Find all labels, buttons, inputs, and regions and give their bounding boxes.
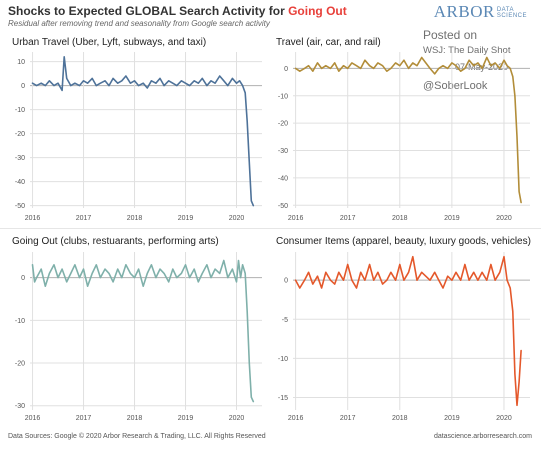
consumer-items-x-tick-label: 2016	[288, 415, 304, 422]
going-out-y-tick-label: -10	[15, 318, 25, 325]
travel-y-tick-label: -10	[278, 93, 288, 100]
urban-travel-y-tick-label: 0	[21, 83, 25, 90]
consumer-items-x-tick-label: 2017	[340, 415, 356, 422]
travel-y-tick-label: 0	[284, 66, 288, 73]
arbor-logo: ARBOR DATA SCIENCE	[434, 2, 527, 22]
panel-title-going-out: Going Out (clubs, restuarants, performin…	[12, 236, 219, 247]
urban-travel-x-tick-label: 2018	[127, 215, 143, 222]
chart-title-prefix: Shocks to Expected GLOBAL Search Activit…	[8, 4, 289, 18]
urban-travel-x-tick-label: 2020	[229, 215, 245, 222]
chart-subtitle: Residual after removing trend and season…	[8, 19, 270, 28]
travel-x-tick-label: 2019	[444, 215, 460, 222]
consumer-items-y-tick-label: -5	[282, 317, 288, 324]
panel-title-urban-travel: Urban Travel (Uber, Lyft, subways, and t…	[12, 37, 207, 48]
footer-source: Data Sources: Google © 2020 Arbor Resear…	[8, 433, 266, 440]
consumer-items-x-tick-label: 2020	[496, 415, 512, 422]
urban-travel-y-tick-label: -30	[15, 155, 25, 162]
going-out-y-tick-label: 0	[21, 275, 25, 282]
urban-travel-y-tick-label: -20	[15, 131, 25, 138]
travel-x-tick-label: 2018	[392, 215, 408, 222]
going-out-x-tick-label: 2017	[76, 415, 92, 422]
consumer-items-y-tick-label: -10	[278, 356, 288, 363]
travel-x-tick-label: 2016	[288, 215, 304, 222]
watermark-handle: @SoberLook	[423, 80, 488, 92]
urban-travel-x-tick-label: 2017	[76, 215, 92, 222]
consumer-items-series-line	[294, 255, 522, 407]
urban-travel-y-tick-label: -50	[15, 203, 25, 210]
consumer-items-y-tick-label: -15	[278, 395, 288, 402]
going-out-y-tick-label: -20	[15, 361, 25, 368]
logo-small-line1: DATA	[496, 7, 514, 14]
urban-travel-y-tick-label: -40	[15, 179, 25, 186]
urban-travel-x-tick-label: 2019	[178, 215, 194, 222]
watermark-posted-on: Posted on	[423, 28, 478, 42]
consumer-items-x-tick-label: 2019	[444, 415, 460, 422]
logo-small-line2: SCIENCE	[496, 13, 527, 20]
travel-y-tick-label: -50	[278, 203, 288, 210]
travel-y-tick-label: -20	[278, 121, 288, 128]
watermark-source: WSJ: The Daily Shot	[423, 45, 511, 56]
travel-series-line	[294, 56, 522, 204]
logo-main-text: ARBOR	[433, 2, 495, 21]
travel-x-tick-label: 2017	[340, 215, 356, 222]
going-out-series-line	[31, 259, 255, 403]
travel-y-tick-label: -30	[278, 148, 288, 155]
chart-title-highlight: Going Out	[288, 4, 347, 18]
urban-travel-y-tick-label: -10	[15, 107, 25, 114]
consumer-items-x-tick-label: 2018	[392, 415, 408, 422]
going-out-x-tick-label: 2016	[25, 415, 41, 422]
going-out-x-tick-label: 2019	[178, 415, 194, 422]
panel-divider	[0, 228, 541, 229]
travel-y-tick-label: -40	[278, 175, 288, 182]
logo-small-text: DATA SCIENCE	[497, 7, 527, 19]
going-out-x-tick-label: 2018	[127, 415, 143, 422]
going-out-x-tick-label: 2020	[229, 415, 245, 422]
going-out-y-tick-label: -30	[15, 403, 25, 410]
panel-title-travel: Travel (air, car, and rail)	[276, 37, 381, 48]
consumer-items-y-tick-label: 0	[284, 278, 288, 285]
urban-travel-y-tick-label: 10	[17, 59, 25, 66]
urban-travel-x-tick-label: 2016	[25, 215, 41, 222]
chart-title: Shocks to Expected GLOBAL Search Activit…	[8, 4, 347, 18]
urban-travel-series-line	[31, 55, 255, 207]
footer-website: datascience.arborresearch.com	[433, 433, 532, 440]
travel-x-tick-label: 2020	[496, 215, 512, 222]
panel-title-consumer-items: Consumer Items (apparel, beauty, luxury …	[276, 236, 531, 247]
